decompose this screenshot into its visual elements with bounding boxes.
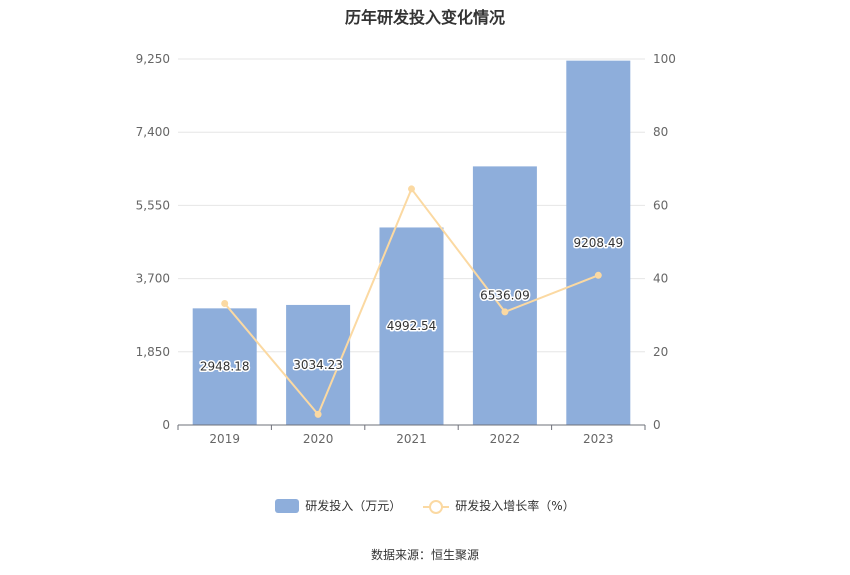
y-right-tick-label: 20 [653, 345, 668, 359]
legend-item-bar[interactable]: 研发投入（万元） [275, 497, 401, 514]
y-left-tick-label: 5,550 [136, 198, 170, 212]
x-tick-label: 2022 [490, 432, 521, 446]
legend-line-label: 研发投入增长率（%） [455, 499, 575, 513]
bar [566, 60, 631, 425]
bar-value-label: 3034.23 [293, 358, 343, 372]
x-tick-label: 2023 [583, 432, 614, 446]
y-left-tick-label: 0 [162, 418, 170, 432]
bar-value-label: 4992.54 [387, 319, 437, 333]
x-tick-label: 2020 [303, 432, 334, 446]
legend-bar-label: 研发投入（万元） [305, 499, 402, 513]
y-right-tick-label: 80 [653, 125, 668, 139]
legend-line-swatch [423, 499, 450, 514]
bar [379, 227, 444, 425]
source-note: 数据来源：恒生聚源 [370, 548, 479, 562]
bar-value-label: 2948.18 [200, 360, 250, 374]
bar-series [192, 60, 631, 425]
legend-item-line[interactable]: 研发投入增长率（%） [423, 497, 575, 514]
legend-bar-swatch [275, 498, 300, 513]
bar-value-label: 9208.49 [573, 236, 623, 250]
line-point [221, 299, 229, 307]
y-left-tick-label: 3,700 [136, 272, 170, 286]
y-right-tick-label: 40 [653, 272, 668, 286]
axes: 0 1,850 3,700 5,550 7,400 9,250 0 20 40 60 80 100 20… [136, 52, 676, 446]
y-right-tick-label: 0 [653, 418, 661, 432]
chart-title: 历年研发投入变化情况 [344, 8, 505, 27]
y-right-tick-label: 60 [653, 198, 668, 212]
line-series [221, 185, 602, 418]
y-left-tick-label: 7,400 [136, 125, 170, 139]
y-left-tick-label: 9,250 [136, 52, 170, 66]
line-point [594, 271, 602, 279]
y-right-tick-label: 100 [653, 52, 676, 66]
data-labels: 2948.18 3034.23 4992.54 6536.09 9208.49 [198, 234, 624, 375]
y-left-tick-label: 1,850 [136, 345, 170, 359]
x-tick-label: 2019 [209, 432, 240, 446]
line-point [501, 308, 509, 316]
legend: 研发投入（万元） 研发投入增长率（%） [0, 497, 850, 514]
x-tick-label: 2021 [396, 432, 427, 446]
bar-value-label: 6536.09 [480, 289, 530, 303]
line-point [408, 185, 415, 193]
bar [472, 166, 537, 425]
line-point [314, 410, 322, 418]
